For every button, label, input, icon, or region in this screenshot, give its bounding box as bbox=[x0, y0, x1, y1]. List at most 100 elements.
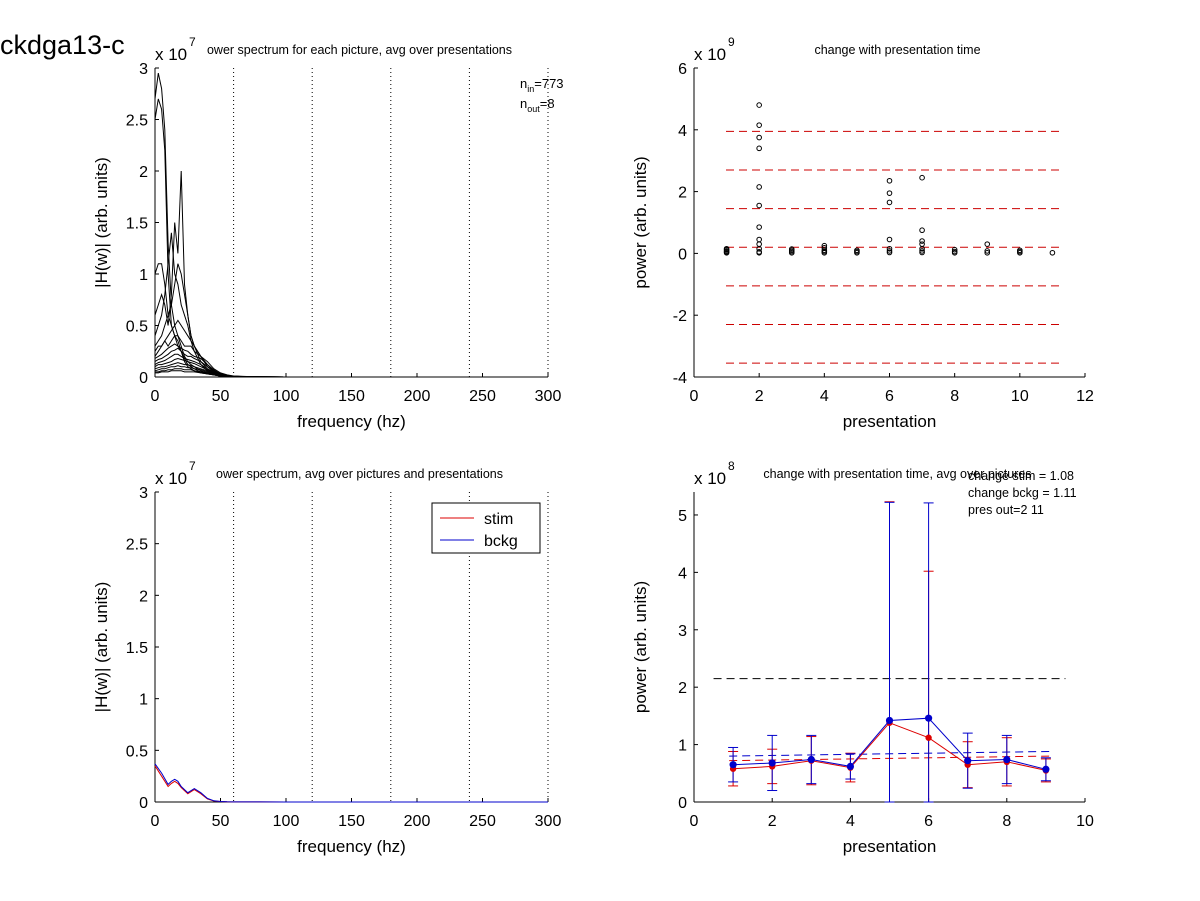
legend-label-stim: stim bbox=[484, 511, 513, 528]
data-point bbox=[919, 174, 925, 181]
chart-title: change with presentation time bbox=[814, 43, 980, 57]
y-exponent-power: 9 bbox=[728, 35, 735, 49]
data-marker-bckg bbox=[964, 757, 972, 765]
data-point bbox=[756, 134, 762, 141]
y-tick-label: 0.5 bbox=[126, 319, 148, 336]
data-point bbox=[886, 177, 893, 184]
data-point bbox=[919, 227, 925, 234]
data-point bbox=[756, 245, 762, 252]
x-tick-label: 6 bbox=[885, 388, 894, 405]
n-in-subscript: in bbox=[527, 84, 534, 94]
stat-annotation: pres out=2 11 bbox=[968, 503, 1044, 517]
y-tick-label: -2 bbox=[673, 308, 687, 325]
y-tick-label: 4 bbox=[678, 123, 687, 140]
x-tick-label: 100 bbox=[273, 388, 300, 405]
data-marker-stim bbox=[925, 734, 932, 741]
x-tick-label: 200 bbox=[404, 388, 431, 405]
data-point bbox=[886, 249, 893, 256]
y-tick-label: 2 bbox=[139, 164, 148, 181]
y-tick-label: 1 bbox=[678, 738, 687, 755]
figure-title: ckdga13-c bbox=[0, 30, 125, 60]
data-point bbox=[951, 246, 958, 253]
x-tick-label: 50 bbox=[212, 813, 230, 830]
y-tick-label: 4 bbox=[678, 565, 687, 582]
y-tick-label: 3 bbox=[139, 485, 148, 502]
data-marker-bckg bbox=[729, 761, 737, 769]
data-marker-bckg bbox=[807, 755, 815, 764]
y-axis-label: power (arb. units) bbox=[631, 581, 650, 713]
data-point bbox=[756, 145, 762, 152]
y-tick-label: 3 bbox=[139, 61, 148, 78]
x-tick-label: 250 bbox=[469, 813, 496, 830]
data-point bbox=[756, 102, 762, 108]
n-in-value: =773 bbox=[534, 76, 563, 91]
data-marker-bckg bbox=[846, 762, 855, 771]
y-tick-label: 1.5 bbox=[126, 216, 148, 233]
data-point bbox=[1017, 247, 1023, 254]
x-tick-label: 0 bbox=[690, 388, 699, 405]
data-point bbox=[886, 245, 893, 252]
spectrum-series-line bbox=[154, 263, 548, 378]
x-tick-label: 2 bbox=[755, 388, 764, 405]
y-exponent-power: 7 bbox=[189, 35, 196, 49]
data-marker-bckg bbox=[768, 759, 776, 767]
data-point bbox=[756, 122, 762, 128]
y-exponent-power: 8 bbox=[728, 459, 735, 473]
data-point bbox=[723, 245, 730, 252]
data-point bbox=[788, 246, 795, 252]
chart-panel-spectrum-average: 0 50 100 150 200 250 300 0 0.5 1 1.5 2 2.5 3 frequency… bbox=[92, 459, 561, 856]
y-tick-label: 0 bbox=[139, 795, 148, 812]
x-tick-label: 8 bbox=[1002, 813, 1011, 830]
x-tick-label: 0 bbox=[690, 813, 699, 830]
x-tick-label: 150 bbox=[338, 813, 365, 830]
x-axis-label: frequency (hz) bbox=[297, 837, 406, 856]
n-out-annotation: nout=8 bbox=[520, 96, 555, 114]
data-point bbox=[756, 241, 762, 247]
chart-title: ower spectrum for each picture, avg over… bbox=[207, 43, 512, 57]
spectrum-series-line bbox=[154, 232, 548, 378]
data-marker-bckg bbox=[1042, 765, 1050, 773]
x-tick-label: 8 bbox=[950, 388, 959, 405]
y-tick-label: 0 bbox=[678, 795, 687, 812]
x-tick-label: 4 bbox=[846, 813, 855, 830]
chart-panel-change-average: 0 2 4 6 8 10 0 1 2 3 4 5 presentation power (arb. uni… bbox=[631, 459, 1094, 856]
data-point bbox=[919, 249, 925, 256]
y-tick-label: 2 bbox=[139, 588, 148, 605]
n-in-annotation: nin=773 bbox=[520, 76, 564, 94]
y-tick-label: 2.5 bbox=[126, 537, 148, 554]
spectrum-series-line bbox=[154, 170, 548, 378]
chart-title: ower spectrum, avg over pictures and pre… bbox=[216, 467, 503, 481]
spectrum-series-line bbox=[155, 370, 548, 378]
stat-annotation: change stim = 1.08 bbox=[968, 469, 1074, 483]
chart-panel-spectrum-per-picture: 0 50 100 150 200 250 300 0 0.5 1 1.5 2 2.5 3 frequency… bbox=[92, 35, 564, 431]
chart-title: change with presentation time, avg over … bbox=[763, 467, 1031, 481]
x-tick-label: 300 bbox=[535, 813, 562, 830]
legend: stim bckg bbox=[431, 502, 541, 554]
y-tick-label: 2 bbox=[678, 680, 687, 697]
x-tick-label: 0 bbox=[151, 813, 160, 830]
y-tick-label: 3 bbox=[678, 623, 687, 640]
y-tick-label: 2 bbox=[678, 185, 687, 202]
data-point bbox=[984, 248, 991, 254]
y-exponent-base: x 10 bbox=[694, 45, 726, 64]
spectrum-series-line bbox=[154, 72, 548, 378]
legend-label-bckg: bckg bbox=[484, 533, 518, 550]
data-point bbox=[854, 247, 860, 254]
x-tick-label: 2 bbox=[768, 813, 777, 830]
x-tick-label: 0 bbox=[151, 388, 160, 405]
x-tick-label: 50 bbox=[212, 388, 230, 405]
data-point bbox=[1049, 249, 1056, 256]
data-point bbox=[756, 184, 762, 190]
x-tick-label: 4 bbox=[820, 388, 829, 405]
y-tick-label: 6 bbox=[678, 61, 687, 78]
stat-annotation: change bckg = 1.11 bbox=[968, 486, 1077, 500]
data-point bbox=[756, 236, 762, 243]
legend-box bbox=[431, 502, 541, 554]
series-line-bckg bbox=[154, 763, 548, 803]
series-line-stim bbox=[154, 765, 548, 803]
x-tick-label: 100 bbox=[273, 813, 300, 830]
x-tick-label: 250 bbox=[469, 388, 496, 405]
n-out-base: n bbox=[520, 96, 527, 111]
data-point bbox=[919, 241, 925, 247]
n-out-value: =8 bbox=[540, 96, 555, 111]
